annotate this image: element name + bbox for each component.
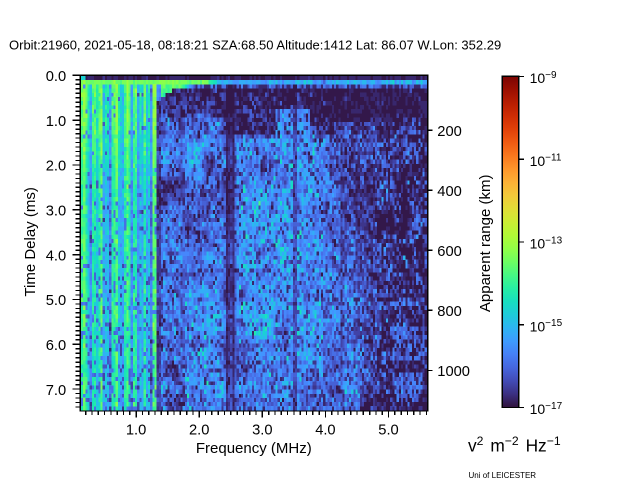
- svg-text:Uni of LEICESTER: Uni of LEICESTER: [469, 471, 537, 480]
- svg-text:400: 400: [437, 184, 462, 200]
- svg-text:800: 800: [437, 304, 462, 320]
- svg-text:7.0: 7.0: [46, 383, 66, 399]
- svg-text:Frequency (MHz): Frequency (MHz): [196, 440, 312, 457]
- svg-text:Time Delay (ms): Time Delay (ms): [22, 187, 39, 296]
- svg-text:3.0: 3.0: [46, 204, 66, 220]
- svg-text:v2 m−2 Hz−1: v2 m−2 Hz−1: [468, 434, 561, 456]
- svg-text:1.0: 1.0: [46, 114, 66, 130]
- svg-text:Apparent range (km): Apparent range (km): [477, 175, 494, 313]
- svg-text:5.0: 5.0: [378, 423, 398, 439]
- svg-text:5.0: 5.0: [46, 293, 66, 309]
- svg-text:200: 200: [437, 124, 462, 140]
- svg-text:600: 600: [437, 244, 462, 260]
- svg-text:Orbit:21960, 2021-05-18, 08:18: Orbit:21960, 2021-05-18, 08:18:21 SZA:68…: [9, 38, 501, 53]
- svg-text:4.0: 4.0: [46, 248, 66, 264]
- svg-text:4.0: 4.0: [315, 423, 335, 439]
- svg-text:2.0: 2.0: [189, 423, 209, 439]
- svg-text:3.0: 3.0: [252, 423, 272, 439]
- svg-text:2.0: 2.0: [46, 159, 66, 175]
- svg-text:6.0: 6.0: [46, 338, 66, 354]
- svg-text:1000: 1000: [437, 364, 470, 380]
- svg-text:1.0: 1.0: [126, 423, 146, 439]
- svg-text:0.0: 0.0: [46, 69, 66, 85]
